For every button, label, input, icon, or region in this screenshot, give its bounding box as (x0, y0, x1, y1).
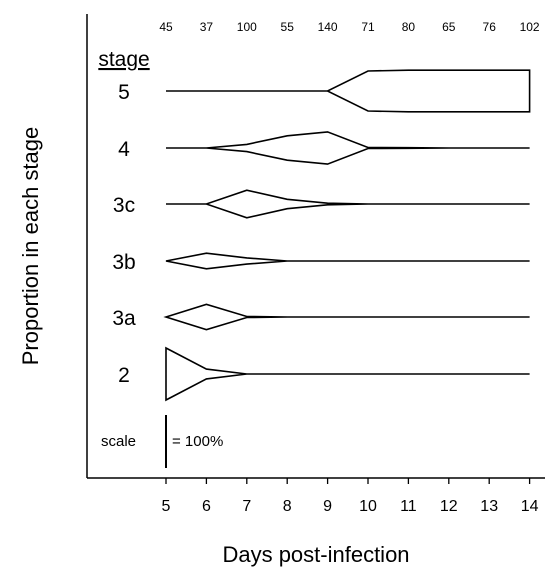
stage-label-4: 4 (118, 138, 130, 161)
stage-label-3c: 3c (113, 194, 135, 217)
kite-stage-2 (165, 346, 530, 402)
x-tick-label: 8 (283, 498, 292, 515)
sample-size-label: 102 (520, 20, 540, 34)
stage-label-2: 2 (118, 364, 130, 387)
kite-stage-3c (166, 189, 530, 219)
x-tick-label: 5 (162, 498, 171, 515)
scale-value-label: = 100% (172, 433, 223, 450)
kite-stage-3b (165, 252, 530, 270)
x-tick-label: 11 (400, 498, 417, 515)
x-tick-label: 12 (440, 498, 458, 515)
kite-stage-3a (163, 303, 530, 331)
scale-label: scale (101, 433, 136, 450)
sample-size-label: 80 (402, 20, 416, 34)
kite-stage-5 (166, 69, 531, 113)
x-axis-label: Days post-infection (222, 542, 409, 567)
stage-label-5: 5 (118, 81, 130, 104)
sample-size-label: 71 (361, 20, 375, 34)
x-tick-label: 6 (202, 498, 211, 515)
sample-size-label: 65 (442, 20, 456, 34)
legend-title: stage (98, 48, 149, 71)
sample-size-label: 37 (200, 20, 214, 34)
sample-size-label: 100 (237, 20, 257, 34)
x-tick-label: 7 (242, 498, 251, 515)
x-tick-label: 14 (521, 498, 539, 515)
x-tick-label: 10 (359, 498, 377, 515)
y-axis-label: Proportion in each stage (18, 127, 43, 366)
sample-size-label: 140 (318, 20, 338, 34)
sample-size-label: 76 (483, 20, 497, 34)
stage-label-3b: 3b (112, 251, 135, 274)
sample-size-label: 55 (281, 20, 295, 34)
x-tick-label: 13 (480, 498, 498, 515)
sample-size-label: 45 (159, 20, 173, 34)
kite-stage-4 (166, 131, 530, 165)
stage-label-3a: 3a (112, 307, 136, 330)
x-tick-label: 9 (323, 498, 332, 515)
